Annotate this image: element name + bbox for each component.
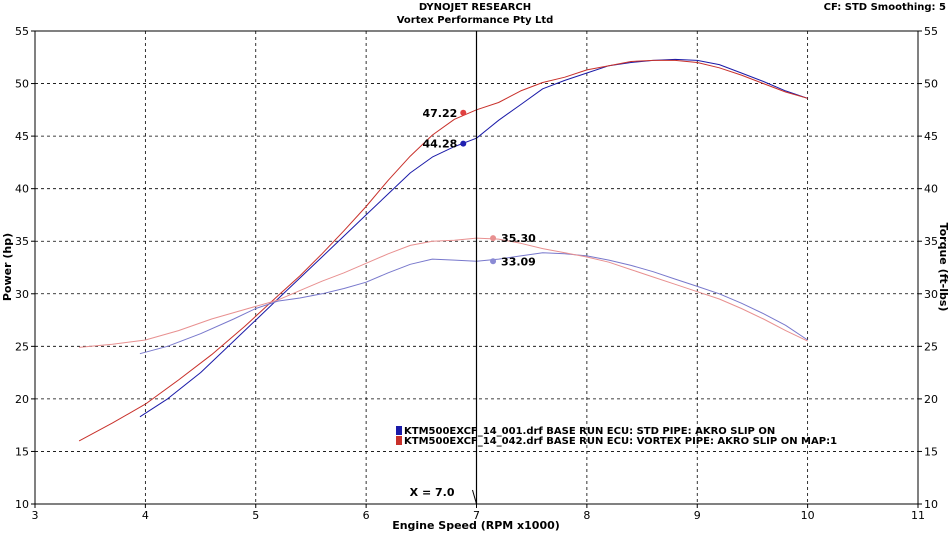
y-tick-label-left: 15	[15, 445, 29, 458]
cursor-label: X = 7.0	[410, 486, 455, 499]
x-tick-label: 3	[32, 509, 39, 522]
series-line-torque-run2	[79, 237, 808, 348]
series-line-torque-run1	[139, 252, 808, 355]
y-tick-label-right: 45	[924, 130, 938, 143]
cursor-value-dot	[460, 109, 467, 116]
x-tick-label: 7	[473, 509, 480, 522]
y-tick-label-left: 55	[15, 25, 29, 38]
y-tick-label-right: 55	[924, 25, 938, 38]
y-tick-label-left: 30	[15, 288, 29, 301]
legend-entry-run1: KTM500EXCF_14_001.drf BASE RUN ECU: STD …	[404, 426, 775, 437]
y-tick-label-right: 35	[924, 235, 938, 248]
y-tick-label-left: 20	[15, 393, 29, 406]
header-company: Vortex Performance Pty Ltd	[397, 15, 554, 26]
y-tick-label-right: 10	[924, 498, 938, 511]
y-axis-title-right: Torque (ft-lbs)	[937, 223, 950, 312]
header-settings: CF: STD Smoothing: 5	[824, 2, 946, 13]
y-tick-label-right: 25	[924, 340, 938, 353]
x-tick-label: 4	[142, 509, 149, 522]
y-tick-label-right: 15	[924, 445, 938, 458]
cursor-value-label: 47.22	[422, 107, 457, 120]
cursor-value-label: 44.28	[422, 138, 457, 151]
y-tick-label-right: 20	[924, 393, 938, 406]
y-tick-label-right: 40	[924, 183, 938, 196]
x-tick-label: 11	[911, 509, 925, 522]
y-tick-label-right: 30	[924, 288, 938, 301]
x-tick-label: 9	[694, 509, 701, 522]
legend: KTM500EXCF_14_001.drf BASE RUN ECU: STD …	[396, 426, 837, 447]
legend-entry-run2: KTM500EXCF_14_042.drf BASE RUN ECU: VORT…	[404, 436, 837, 447]
x-tick-label: 6	[363, 509, 370, 522]
y-tick-label-left: 35	[15, 235, 29, 248]
cursor-value-dot	[490, 258, 497, 265]
x-tick-label: 10	[801, 509, 815, 522]
ticks: 3 4 5 6 7 8 9 10 1110152025303540455055101520253…	[15, 25, 938, 522]
cursor-pointer	[472, 489, 477, 505]
header-title: DYNOJET RESEARCH	[419, 2, 531, 13]
legend-swatch-run1	[396, 426, 402, 435]
y-tick-label-left: 45	[15, 130, 29, 143]
cursor-value-label: 33.09	[501, 255, 536, 268]
y-axis-title-left: Power (hp)	[1, 233, 14, 301]
x-axis-title: Engine Speed (RPM x1000)	[392, 519, 560, 532]
cursor-group: X = 7.0 47.22 44.28 35.30 33.09	[410, 31, 536, 505]
legend-swatch-run2	[396, 436, 402, 445]
cursor-value-dot	[490, 235, 497, 242]
cursor-value-label: 35.30	[501, 232, 536, 245]
cursor-value-dot	[460, 140, 467, 147]
y-tick-label-left: 10	[15, 498, 29, 511]
x-tick-label: 5	[252, 509, 259, 522]
y-tick-label-right: 50	[924, 78, 938, 91]
y-tick-label-left: 40	[15, 183, 29, 196]
y-tick-label-left: 25	[15, 340, 29, 353]
x-tick-label: 8	[583, 509, 590, 522]
y-tick-label-left: 50	[15, 78, 29, 91]
